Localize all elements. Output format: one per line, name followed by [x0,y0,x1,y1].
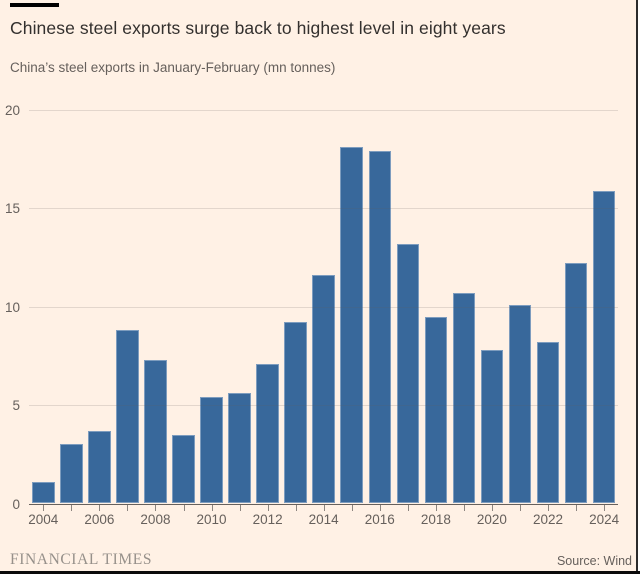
chart-title: Chinese steel exports surge back to high… [10,18,506,38]
bar-2017 [396,243,420,504]
x-axis-tick-2014 [323,504,325,511]
bar-2004 [32,481,55,504]
x-axis-line [29,503,618,505]
gridline-10 [29,306,618,308]
x-tick-label-2010: 2010 [196,512,227,527]
bar-2016 [368,151,392,504]
x-axis-tick-2015 [351,504,353,511]
chart-subtitle: China’s steel exports in January-Februar… [10,60,336,75]
x-axis-tick-2008 [155,504,157,511]
x-axis-tick-2004 [43,504,45,511]
bar-2015 [340,147,363,504]
bar-2022 [536,342,560,504]
bar-2023 [564,263,588,504]
bar-2014 [312,275,335,504]
x-axis-tick-2006 [99,504,101,511]
screenshot-bottom-border [0,571,640,574]
screenshot-right-margin [637,0,640,574]
x-axis-tick-2022 [548,504,550,511]
gridline-20 [29,110,618,111]
x-axis-tick-2024 [604,504,606,511]
x-tick-label-2008: 2008 [140,512,171,527]
x-tick-label-2018: 2018 [420,512,451,527]
x-axis-tick-2021 [519,504,521,511]
y-tick-label-10: 10 [4,299,20,315]
x-axis-tick-2011 [239,504,241,511]
bar-2020 [480,350,504,504]
bar-2024 [592,190,616,504]
bar-2008 [144,359,167,504]
x-axis-tick-2023 [576,504,578,511]
ft-accent-bar [10,3,59,7]
x-axis-tick-2019 [463,504,465,511]
bar-2005 [60,444,83,504]
x-tick-label-2014: 2014 [308,512,339,527]
x-axis-tick-2009 [183,504,185,511]
x-axis-tick-2010 [211,504,213,511]
y-tick-label-15: 15 [4,201,20,217]
x-tick-label-2020: 2020 [476,512,507,527]
x-tick-label-2022: 2022 [532,512,564,527]
x-axis-tick-2020 [491,504,493,511]
gridline-5 [29,405,618,407]
bar-2012 [256,363,279,504]
bar-2021 [508,304,532,504]
x-axis-tick-2017 [407,504,409,511]
x-tick-label-2016: 2016 [364,512,395,527]
y-tick-label-5: 5 [12,398,20,414]
x-axis-tick-2005 [71,504,73,511]
source-attribution: Source: Wind [556,554,632,568]
x-tick-label-2024: 2024 [589,512,620,527]
y-tick-label-20: 20 [4,103,20,118]
x-axis-tick-2007 [127,504,129,511]
bar-2019 [452,292,476,504]
screenshot-right-border [636,0,638,574]
gridline-15 [29,208,618,210]
ft-logo-text: FINANCIAL TIMES [10,551,153,568]
bar-2009 [172,434,195,504]
x-axis-tick-2016 [379,504,381,511]
x-tick-label-2012: 2012 [252,512,283,527]
x-axis-tick-2013 [295,504,297,511]
bar-2007 [116,330,139,504]
x-axis-tick-2012 [267,504,269,511]
bar-2013 [284,322,307,504]
bar-2011 [228,393,251,504]
bar-2018 [424,316,448,504]
y-tick-label-0: 0 [12,496,20,512]
x-tick-label-2004: 2004 [28,512,59,527]
x-axis-tick-2018 [435,504,437,511]
x-tick-label-2006: 2006 [84,512,115,527]
bar-2006 [88,430,111,504]
bar-2010 [200,397,223,504]
